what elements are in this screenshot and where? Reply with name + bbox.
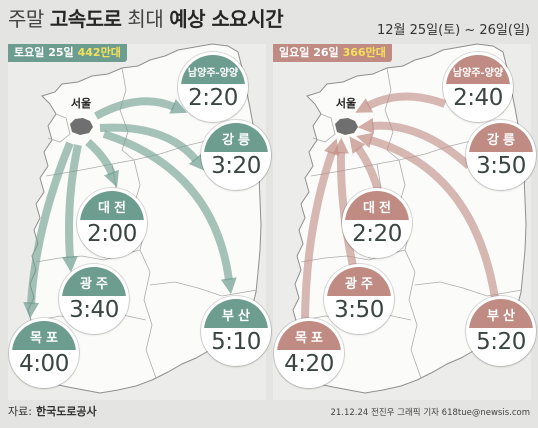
day-label: 토요일 25일 [14,46,74,59]
route-travel-time: 4:20 [284,351,334,377]
graphic-credit: 21.12.24 전진우 그래픽 기자 618tue@newsis.com [330,408,530,418]
route-travel-time: 2:00 [87,221,137,247]
route-arrow-mokpo [23,141,74,319]
route-circle-daejeon: 대전 2:20 [342,188,412,258]
route-travel-time: 3:40 [69,297,119,323]
route-destination: 광주 [345,277,377,292]
route-arrow-gwangju [332,137,357,267]
route-destination-cap: 대전 [80,191,144,220]
source-label: 자료: [8,405,32,418]
route-travel-time: 4:00 [19,351,69,377]
route-circle-gangneung: 강릉 3:20 [201,120,271,190]
route-circle-namyangju-yangyang: 남양주-양양 2:40 [443,52,513,122]
route-destination-cap: 남양주-양양 [181,55,245,84]
route-circle-busan: 부산 5:10 [201,296,271,366]
route-destination-cap: 목포 [12,321,76,350]
route-destination-cap: 강릉 [204,123,268,152]
seoul-marker [335,118,358,135]
data-source: 자료: 한국도로공사 [8,404,97,420]
route-circle-mokpo: 목포 4:20 [274,318,344,388]
route-arrow-gwangju [61,144,82,273]
route-arrow-namyangju-yangyang [94,97,188,120]
route-circle-daejeon: 대전 2:00 [77,188,147,258]
route-circle-gangneung: 강릉 3:50 [466,120,536,190]
route-arrow-busan [356,132,499,299]
route-destination-cap: 남양주-양양 [446,55,510,84]
route-travel-time: 2:20 [188,85,238,111]
route-destination: 부산 [487,309,519,324]
traffic-volume: 442만대 [77,46,121,59]
route-travel-time: 3:50 [476,153,526,179]
province-border [143,271,157,379]
route-destination-cap: 목포 [277,321,341,350]
province-border [119,67,135,161]
route-travel-time: 3:50 [334,297,384,323]
route-destination: 대전 [98,201,130,216]
route-arrow-namyangju-yangyang [355,92,447,113]
seoul-marker [70,118,93,135]
route-arrow-daejeon [85,139,119,188]
route-travel-time: 5:10 [211,329,261,355]
route-destination: 목포 [295,331,327,346]
route-arrow-daejeon [349,136,382,192]
sunday-panel: 일요일 26일 366만대 서울 남양주-양양 2:40 강릉 3:50 [273,43,536,400]
route-destination: 대전 [363,201,395,216]
route-destination: 광주 [80,277,112,292]
traffic-volume: 366만대 [342,46,386,59]
day-label: 일요일 26일 [279,46,339,59]
route-destination-cap: 광주 [62,267,126,296]
title-part: 최대 [127,7,164,31]
route-destination-cap: 부산 [204,299,268,328]
origin-label: 서울 [70,97,92,110]
route-circle-namyangju-yangyang: 남양주-양양 2:20 [178,52,248,122]
saturday-header-tag: 토요일 25일 442만대 [8,44,127,62]
route-destination-cap: 강릉 [469,123,533,152]
province-border [408,271,422,379]
route-destination: 부산 [222,309,254,324]
province-border [384,67,400,161]
route-destination: 강릉 [487,133,519,148]
route-arrow-gangneung [99,123,206,172]
source-name: 한국도로공사 [35,405,97,418]
route-destination: 목포 [30,331,62,346]
route-arrow-busan [102,130,237,295]
page-title: 주말 고속도로 최대 예상 소요시간 [8,5,289,33]
route-circle-gwangju: 광주 3:50 [324,264,394,334]
route-circle-mokpo: 목포 4:00 [9,318,79,388]
route-arrow-gangneung [357,117,472,169]
province-border [47,113,71,143]
route-destination-cap: 대전 [345,191,409,220]
sunday-header-tag: 일요일 26일 366만대 [273,44,392,62]
route-circle-busan: 부산 5:20 [466,296,536,366]
route-destination-cap: 광주 [327,267,391,296]
route-travel-time: 2:40 [453,85,503,111]
route-destination-cap: 부산 [469,299,533,328]
route-travel-time: 2:20 [352,221,402,247]
origin-label: 서울 [335,97,357,110]
route-travel-time: 3:20 [211,153,261,179]
province-border [312,113,336,143]
date-range: 12월 25일(토) ~ 26일(일) [376,23,530,38]
route-destination: 강릉 [222,133,254,148]
title-part: 주말 [8,7,44,31]
province-border [414,281,523,297]
title-part: 고속도로 [49,7,122,31]
route-destination: 남양주-양양 [187,68,239,79]
route-arrow-mokpo [301,138,340,321]
route-destination: 남양주-양양 [452,68,504,79]
saturday-panel: 토요일 25일 442만대 서울 남양주-양양 2:20 강릉 3:20 [8,43,271,400]
route-travel-time: 5:20 [476,329,526,355]
title-part: 예상 소요시간 [169,7,284,31]
